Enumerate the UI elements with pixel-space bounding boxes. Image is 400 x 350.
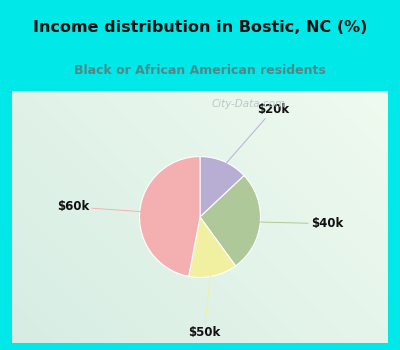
Wedge shape — [200, 176, 260, 266]
Text: $50k: $50k — [188, 270, 220, 340]
Text: City-Data.com: City-Data.com — [212, 99, 286, 108]
Text: $40k: $40k — [254, 217, 343, 230]
Wedge shape — [140, 156, 200, 276]
Wedge shape — [200, 156, 244, 217]
Text: $60k: $60k — [57, 201, 146, 214]
Text: Black or African American residents: Black or African American residents — [74, 64, 326, 77]
Text: Income distribution in Bostic, NC (%): Income distribution in Bostic, NC (%) — [33, 20, 367, 35]
Wedge shape — [189, 217, 236, 278]
Text: $20k: $20k — [222, 103, 289, 168]
